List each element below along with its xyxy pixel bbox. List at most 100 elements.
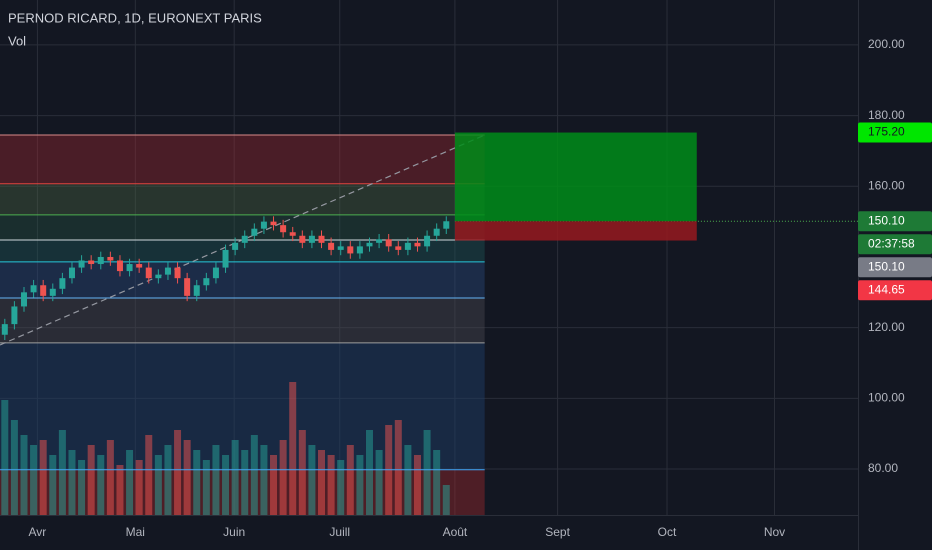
x-tick-label: Juin bbox=[223, 525, 245, 539]
x-tick-label: Nov bbox=[764, 525, 785, 539]
y-tick-label: 80.00 bbox=[868, 461, 898, 475]
volume-bar bbox=[78, 460, 86, 515]
volume-bar bbox=[337, 460, 345, 515]
volume-bar bbox=[154, 455, 162, 515]
candle-body bbox=[280, 225, 287, 233]
volume-bar bbox=[174, 430, 182, 515]
candle-body bbox=[222, 249, 229, 268]
candle-body bbox=[78, 260, 85, 268]
candle-body bbox=[145, 267, 152, 279]
volume-bar bbox=[394, 420, 402, 515]
candle-body bbox=[107, 256, 114, 261]
candle-body bbox=[136, 264, 143, 268]
candle-body bbox=[212, 267, 219, 279]
candle-body bbox=[270, 221, 277, 226]
volume-bar bbox=[433, 450, 441, 515]
x-tick-label: Sept bbox=[545, 525, 570, 539]
volume-bar bbox=[365, 430, 373, 515]
y-tick-label: 120.00 bbox=[868, 320, 905, 334]
volume-bar bbox=[202, 460, 210, 515]
candle-body bbox=[318, 235, 325, 243]
candle-body bbox=[260, 221, 267, 229]
candle-body bbox=[232, 242, 239, 250]
candle-body bbox=[433, 228, 440, 236]
candle-body bbox=[376, 239, 383, 243]
volume-bar bbox=[375, 450, 383, 515]
price-badge-label: 175.20 bbox=[868, 125, 905, 139]
candle-body bbox=[1, 324, 8, 335]
candle-body bbox=[126, 264, 133, 272]
volume-bar bbox=[87, 445, 95, 515]
candle-body bbox=[184, 278, 191, 296]
volume-bar bbox=[145, 435, 153, 515]
candle-body bbox=[366, 242, 373, 247]
x-tick-label: Mai bbox=[126, 525, 145, 539]
candle-body bbox=[328, 242, 335, 250]
candle-body bbox=[88, 260, 95, 265]
candle-body bbox=[11, 306, 18, 325]
volume-bar bbox=[222, 455, 230, 515]
candle-body bbox=[356, 246, 363, 254]
volume-bar bbox=[346, 445, 354, 515]
candle-body bbox=[68, 267, 75, 279]
zone bbox=[0, 297, 485, 343]
volume-bar bbox=[270, 455, 278, 515]
volume-bar bbox=[289, 382, 297, 515]
candle-body bbox=[164, 267, 171, 275]
candle-body bbox=[414, 242, 421, 247]
price-badge-label: 02:37:58 bbox=[868, 236, 915, 250]
candle-body bbox=[395, 246, 402, 250]
volume-bar bbox=[413, 455, 421, 515]
volume-bar bbox=[10, 420, 18, 515]
volume-bar bbox=[30, 445, 38, 515]
y-tick-label: 200.00 bbox=[868, 37, 905, 51]
volume-bar bbox=[97, 455, 105, 515]
position-loss bbox=[454, 221, 697, 241]
volume-bar bbox=[250, 435, 258, 515]
candle-body bbox=[20, 292, 27, 307]
volume-bar bbox=[193, 450, 201, 515]
volume-bar bbox=[39, 440, 47, 515]
price-badge bbox=[858, 280, 932, 301]
x-tick-label: Juill bbox=[329, 525, 350, 539]
zone bbox=[0, 135, 485, 184]
zone bbox=[0, 342, 485, 470]
volume-bar bbox=[442, 485, 450, 515]
x-tick-label: Oct bbox=[658, 525, 677, 539]
candle-body bbox=[241, 235, 248, 243]
candle-body bbox=[59, 278, 66, 289]
candle-body bbox=[30, 285, 37, 293]
y-tick-label: 180.00 bbox=[868, 108, 905, 122]
price-badge-label: 150.10 bbox=[868, 259, 905, 273]
candle-body bbox=[443, 221, 450, 229]
candle-body bbox=[49, 288, 56, 296]
price-badge bbox=[858, 211, 932, 232]
volume-bar bbox=[68, 450, 76, 515]
volume-bar bbox=[404, 445, 412, 515]
x-tick-label: Août bbox=[443, 525, 468, 539]
candle-body bbox=[174, 267, 181, 279]
volume-bar bbox=[1, 400, 9, 515]
volume-bar bbox=[106, 440, 114, 515]
x-tick-label: Avr bbox=[29, 525, 47, 539]
volume-bar bbox=[212, 445, 220, 515]
candle-body bbox=[289, 232, 296, 236]
y-tick-label: 160.00 bbox=[868, 178, 905, 192]
zone bbox=[0, 183, 485, 215]
plot bbox=[0, 0, 858, 515]
position-profit bbox=[454, 132, 697, 222]
price-badge bbox=[858, 122, 932, 143]
volume-bar bbox=[423, 430, 431, 515]
volume-bar bbox=[126, 450, 134, 515]
volume-bar bbox=[135, 460, 143, 515]
candle-body bbox=[193, 285, 200, 296]
candle-body bbox=[251, 228, 258, 236]
volume-bar bbox=[327, 455, 335, 515]
candle-body bbox=[424, 235, 431, 247]
candle-body bbox=[40, 285, 47, 296]
candle-body bbox=[203, 278, 210, 286]
volume-bar bbox=[231, 440, 239, 515]
candle-body bbox=[116, 260, 123, 272]
volume-bar bbox=[20, 435, 28, 515]
